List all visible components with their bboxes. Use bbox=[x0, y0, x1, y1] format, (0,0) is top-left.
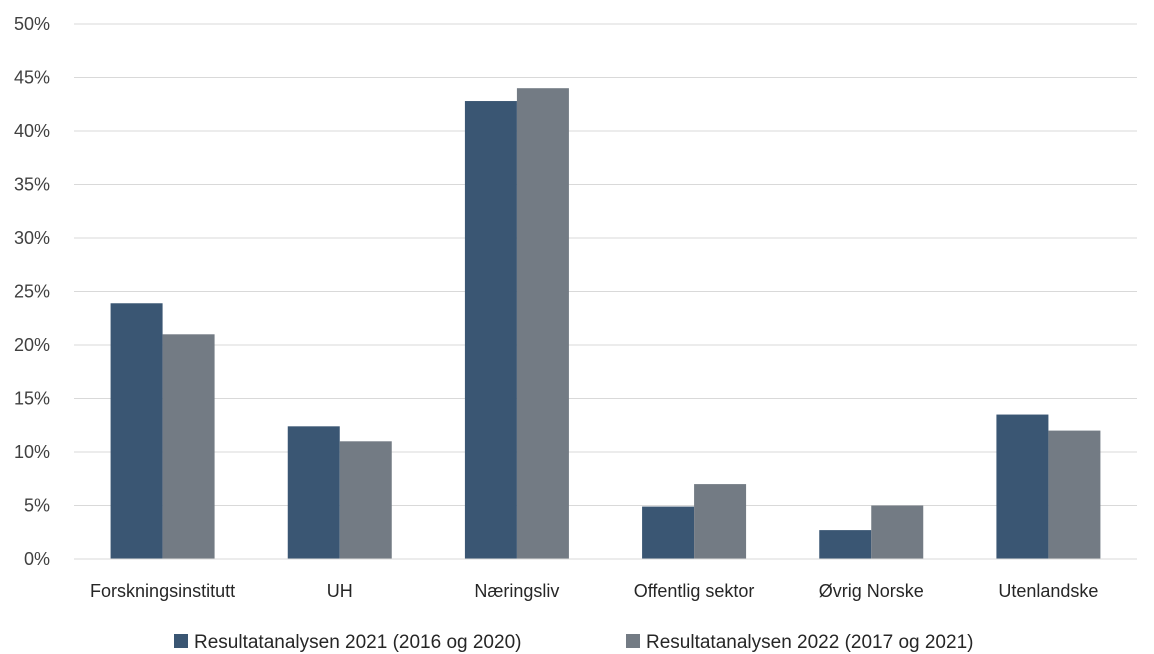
y-tick-label: 30% bbox=[14, 228, 50, 248]
bar-series-1 bbox=[996, 414, 1049, 559]
bar-series-1 bbox=[110, 303, 163, 559]
x-category-label: Øvrig Norske bbox=[819, 581, 924, 601]
y-tick-label: 15% bbox=[14, 389, 50, 409]
y-tick-label: 35% bbox=[14, 175, 50, 195]
x-category-label: UH bbox=[327, 581, 353, 601]
bar-series-1 bbox=[464, 101, 517, 559]
y-tick-label: 10% bbox=[14, 442, 50, 462]
legend-label: Resultatanalysen 2022 (2017 og 2021) bbox=[646, 632, 973, 653]
bar-series-1 bbox=[287, 426, 340, 559]
y-tick-label: 40% bbox=[14, 121, 50, 141]
bar-series-2 bbox=[1048, 430, 1101, 559]
legend-swatch bbox=[626, 634, 640, 648]
x-category-label: Næringsliv bbox=[474, 581, 559, 601]
x-category-label: Offentlig sektor bbox=[634, 581, 755, 601]
legend-label: Resultatanalysen 2021 (2016 og 2020) bbox=[194, 632, 521, 653]
x-axis: Forskningsinstitutt UH Næringsliv Offentlig… bbox=[74, 558, 1137, 601]
bar-series-2 bbox=[339, 441, 392, 559]
x-category-label: Utenlandske bbox=[998, 581, 1098, 601]
bar-series-1 bbox=[819, 530, 872, 559]
y-tick-label: 20% bbox=[14, 335, 50, 355]
y-tick-label: 5% bbox=[24, 496, 50, 516]
gridlines bbox=[74, 23, 1137, 506]
y-tick-label: 0% bbox=[24, 549, 50, 569]
y-tick-label: 25% bbox=[14, 282, 50, 302]
bar-series-1 bbox=[642, 506, 695, 559]
y-tick-label: 50% bbox=[14, 14, 50, 34]
x-category-label: Forskningsinstitutt bbox=[90, 581, 235, 601]
bar-series-2 bbox=[162, 334, 215, 559]
y-axis: 0% 5% 10% 15% 20% 25% 30% 35% 40% 45% 50% bbox=[14, 14, 50, 569]
bar-series-2 bbox=[871, 505, 924, 559]
bar-series-2 bbox=[694, 484, 747, 559]
bar-series-2 bbox=[516, 88, 569, 559]
y-tick-label: 45% bbox=[14, 68, 50, 88]
legend-swatch bbox=[174, 634, 188, 648]
legend: Resultatanalysen 2021 (2016 og 2020) Resu… bbox=[174, 632, 973, 653]
bars bbox=[110, 88, 1101, 559]
